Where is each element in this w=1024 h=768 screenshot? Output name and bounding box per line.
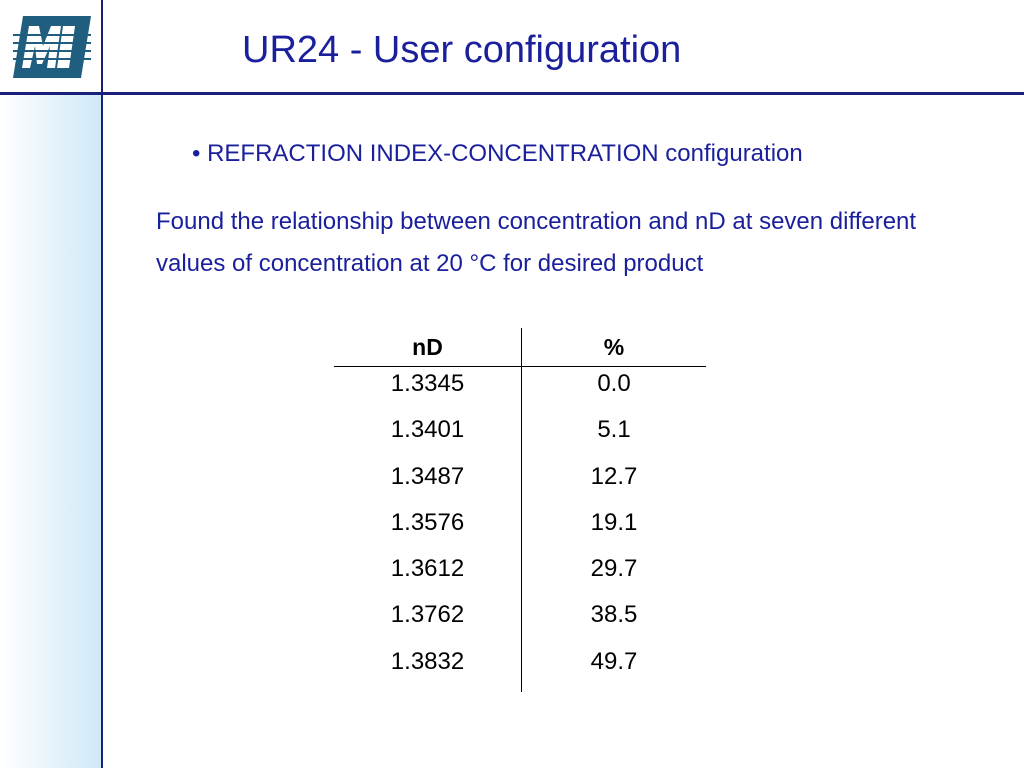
page-title: UR24 - User configuration [242, 29, 682, 71]
sidebar-gradient [0, 94, 101, 768]
table-column-divider [521, 328, 522, 692]
table-cell-percent: 19.1 [590, 508, 638, 536]
table-cell-percent: 5.1 [597, 416, 631, 444]
table-cell-percent: 29.7 [590, 555, 638, 583]
bullet-heading: • REFRACTION INDEX-CONCENTRATION configu… [192, 140, 803, 167]
table-cell-nd: 1.3832 [390, 647, 465, 675]
m-logo-icon [13, 16, 91, 78]
table-header-percent: % [603, 334, 625, 360]
table-cell-percent: 49.7 [590, 647, 638, 675]
table-row: 1.3401 5.1 [334, 414, 706, 460]
description-text: Found the relationship between concentra… [156, 208, 917, 277]
table-header-rule [334, 366, 706, 367]
table-header-nd: nD [412, 334, 443, 360]
table-row: 1.3612 29.7 [334, 553, 706, 599]
table-cell-percent: 0.0 [597, 370, 631, 397]
table-cell-nd: 1.3401 [390, 416, 465, 444]
table-cell-percent: 12.7 [590, 462, 638, 490]
table-cell-nd: 1.3487 [390, 462, 465, 490]
table-row: 1.3762 38.5 [334, 599, 706, 645]
table-row: 1.3345 0.0 [334, 368, 706, 414]
table-cell-percent: 38.5 [590, 601, 638, 629]
table-row: 1.3832 49.7 [334, 646, 706, 692]
table-row: 1.3487 12.7 [334, 461, 706, 507]
table-cell-nd: 1.3576 [390, 508, 465, 536]
data-table: nD % 1.3345 0.0 1.3401 5.1 1.3487 12.7 1… [334, 328, 706, 692]
table-cell-nd: 1.3762 [390, 601, 465, 629]
table-cell-nd: 1.3345 [390, 370, 465, 397]
table-row: 1.3576 19.1 [334, 507, 706, 553]
sidebar-divider [101, 0, 103, 768]
table-body: 1.3345 0.0 1.3401 5.1 1.3487 12.7 1.3576… [334, 368, 706, 692]
table-cell-nd: 1.3612 [390, 555, 465, 583]
header-rule [0, 92, 1024, 95]
